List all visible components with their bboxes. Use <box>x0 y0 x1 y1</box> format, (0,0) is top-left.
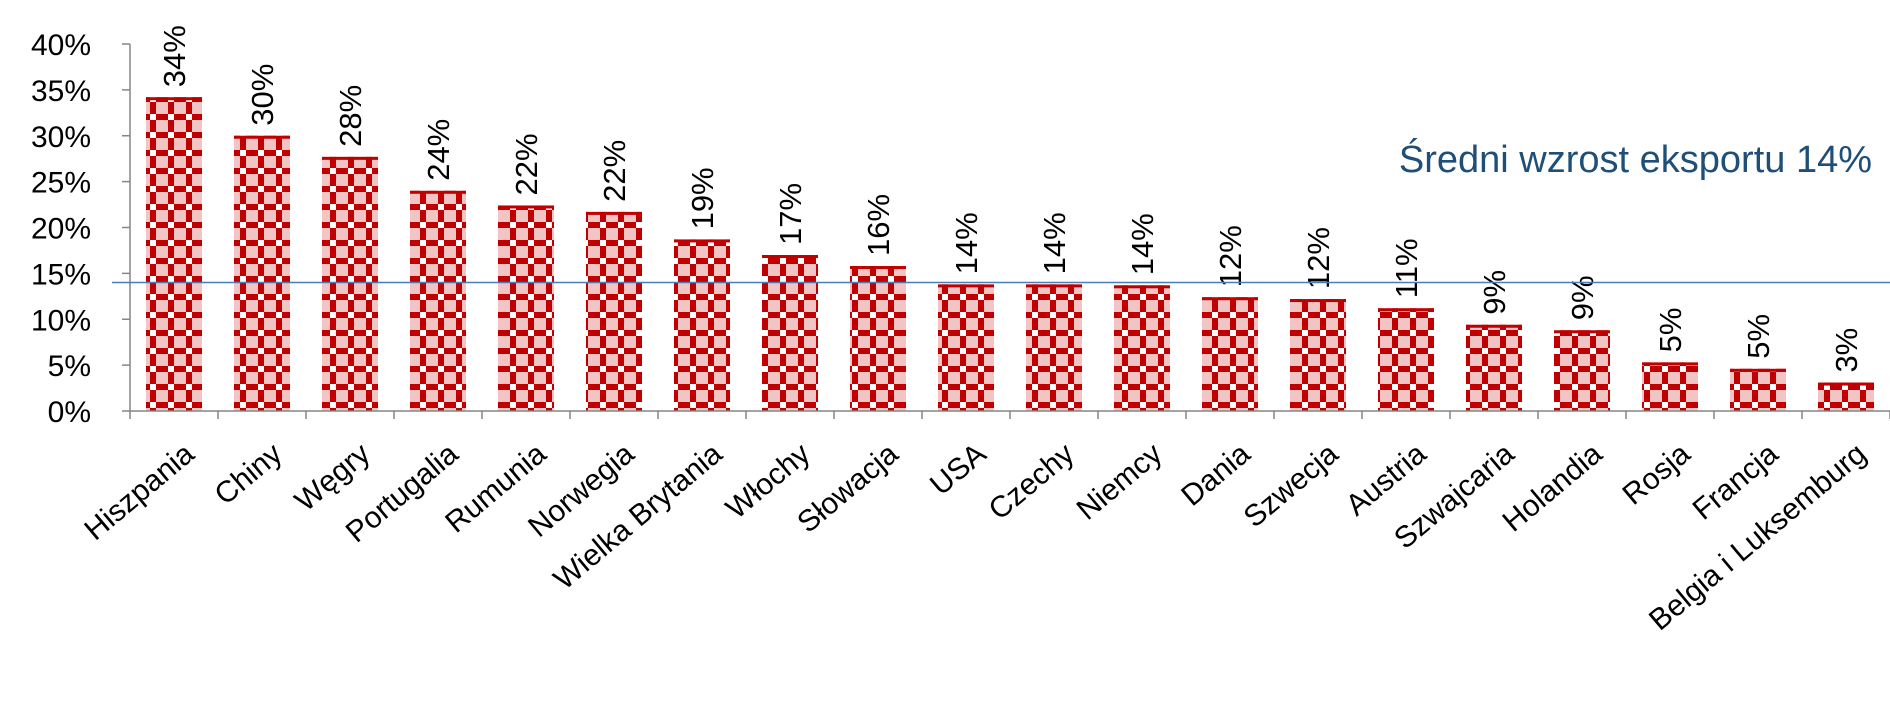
y-tick-label: 25% <box>31 167 91 200</box>
bar-cap <box>410 190 466 194</box>
value-label: 24% <box>421 119 456 181</box>
category-label: Czechy <box>983 437 1081 527</box>
y-tick-label: 10% <box>31 304 91 337</box>
bar <box>146 97 202 411</box>
bar <box>322 156 378 411</box>
value-label: 22% <box>509 133 544 195</box>
value-label: 5% <box>1741 314 1776 359</box>
bar-cap <box>234 135 290 139</box>
bar <box>1290 299 1346 411</box>
value-label: 14% <box>949 212 984 274</box>
value-label: 28% <box>333 85 368 147</box>
y-tick-label: 15% <box>31 258 91 291</box>
category-label: Hiszpania <box>78 437 200 547</box>
category-label: Chiny <box>209 437 289 512</box>
category-label: Niemcy <box>1071 437 1169 527</box>
value-label: 22% <box>597 140 632 202</box>
value-label: 12% <box>1301 227 1336 289</box>
y-tick-label: 30% <box>31 121 91 154</box>
x-axis: Hiszpania Chiny WęgryPortugaliaRumuniaNorw… <box>78 410 1890 637</box>
y-tick-label: 0% <box>48 396 91 429</box>
y-tick-label: 40% <box>31 29 91 62</box>
bar <box>1466 324 1522 411</box>
bar <box>850 266 906 411</box>
value-label: 14% <box>1125 213 1160 275</box>
bar-cap <box>1642 362 1698 366</box>
bar-cap <box>762 255 818 259</box>
bar-cap <box>498 205 554 209</box>
bar-cap <box>1466 324 1522 328</box>
bar-cap <box>850 266 906 270</box>
bar-cap <box>938 284 994 288</box>
bar <box>1114 285 1170 411</box>
bar-cap <box>586 211 642 215</box>
bar-cap <box>1378 308 1434 312</box>
bar <box>1026 284 1082 411</box>
bar-cap <box>1202 297 1258 301</box>
bar <box>234 135 290 411</box>
category-label: Dania <box>1175 437 1256 513</box>
y-tick-label: 35% <box>31 75 91 108</box>
value-label: 5% <box>1653 308 1688 353</box>
y-axis: 0% 5% 10% 15% 20% 25% 30% 35% 40% <box>31 29 131 429</box>
value-label: 3% <box>1829 328 1864 373</box>
bar-cap <box>1290 299 1346 303</box>
bar-cap <box>1818 382 1874 386</box>
value-label: 14% <box>1037 212 1072 274</box>
value-label: 9% <box>1477 270 1512 315</box>
value-label: 16% <box>861 194 896 256</box>
bar-cap <box>1554 330 1610 334</box>
value-label: 11% <box>1389 238 1424 298</box>
average-group: Średni wzrost eksportu 14% <box>112 136 1890 284</box>
category-label: Holandia <box>1497 437 1609 539</box>
average-label: Średni wzrost eksportu 14% <box>1399 136 1872 181</box>
bar <box>1202 297 1258 411</box>
bar <box>938 284 994 411</box>
bar-cap <box>674 239 730 243</box>
bar <box>1378 308 1434 411</box>
bar-cap <box>146 97 202 101</box>
bars: 34% 30% 28% 24% 22% 22% 19% 17% 16% 14% 14% 14% 12% 1… <box>146 25 1874 411</box>
category-label: Szwecja <box>1238 437 1345 534</box>
bar <box>1730 368 1786 411</box>
bar-cap <box>1730 368 1786 372</box>
bar <box>586 211 642 411</box>
bar <box>762 255 818 411</box>
bar <box>410 190 466 411</box>
y-tick-label: 20% <box>31 213 91 246</box>
bar-cap <box>1026 284 1082 288</box>
category-label: Rosja <box>1617 437 1697 512</box>
bar <box>1818 382 1874 411</box>
y-tick-label: 5% <box>48 350 91 383</box>
value-label: 19% <box>685 167 720 229</box>
bar <box>674 239 730 411</box>
bar <box>1642 362 1698 411</box>
bar <box>498 205 554 411</box>
value-label: 30% <box>245 64 280 126</box>
value-label: 34% <box>157 25 192 87</box>
bar-cap <box>1114 285 1170 289</box>
category-label: Słowacja <box>791 437 904 540</box>
bar <box>1554 330 1610 411</box>
value-label: 12% <box>1213 225 1248 287</box>
value-label: 17% <box>773 183 808 245</box>
bar-cap <box>322 156 378 160</box>
category-label: USA <box>924 437 992 502</box>
